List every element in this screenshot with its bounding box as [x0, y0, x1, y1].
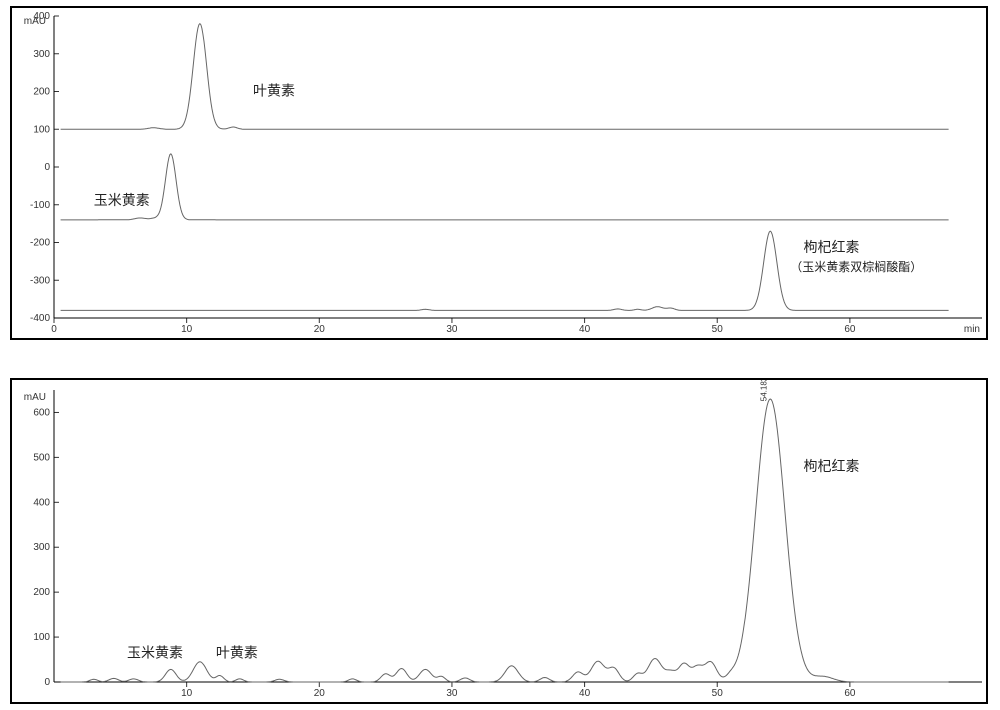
svg-text:600: 600 [33, 407, 50, 418]
svg-text:200: 200 [33, 87, 50, 98]
svg-text:-100: -100 [30, 200, 50, 211]
svg-text:mAU: mAU [24, 16, 46, 27]
svg-text:20: 20 [314, 324, 326, 335]
peak-label: 枸杞红素 [803, 458, 859, 474]
svg-text:300: 300 [33, 542, 50, 553]
svg-text:40: 40 [579, 324, 591, 335]
svg-text:-200: -200 [30, 238, 50, 249]
svg-text:400: 400 [33, 497, 50, 508]
svg-text:500: 500 [33, 452, 50, 463]
svg-text:30: 30 [446, 324, 458, 335]
svg-text:300: 300 [33, 49, 50, 60]
svg-text:mAU: mAU [24, 392, 46, 403]
svg-text:50: 50 [712, 324, 724, 335]
trace-mid [61, 154, 949, 220]
svg-text:40: 40 [579, 688, 591, 699]
peak-label: 枸杞红素 [803, 239, 859, 255]
svg-text:10: 10 [181, 688, 193, 699]
sample-trace [61, 399, 949, 682]
chromatogram-panel-standards: -400-300-200-1000100200300400mAU01020304… [10, 6, 988, 340]
svg-text:100: 100 [33, 632, 50, 643]
peak-label: 玉米黄素 [127, 644, 183, 660]
peak-label: 玉米黄素 [94, 192, 150, 208]
svg-text:60: 60 [844, 324, 856, 335]
svg-text:200: 200 [33, 587, 50, 598]
chromatogram-svg-top: -400-300-200-1000100200300400mAU01020304… [12, 8, 986, 338]
trace-top [61, 24, 949, 130]
peak-label: 叶黄素 [253, 82, 295, 98]
svg-text:0: 0 [44, 162, 50, 173]
svg-text:-400: -400 [30, 313, 50, 324]
svg-text:0: 0 [51, 324, 57, 335]
svg-text:30: 30 [446, 688, 458, 699]
svg-text:10: 10 [181, 324, 193, 335]
chromatogram-panel-sample: 0 100 200 300 400 500 600 mAU 10 20 30 40 50 60 54.182… [10, 378, 988, 704]
svg-text:50: 50 [712, 688, 724, 699]
chromatogram-svg-bottom: 0 100 200 300 400 500 600 mAU 10 20 30 40 50 60 54.182… [12, 380, 986, 702]
svg-text:-300: -300 [30, 275, 50, 286]
svg-text:20: 20 [314, 688, 326, 699]
page: -400-300-200-1000100200300400mAU01020304… [0, 0, 1000, 710]
peak-sublabel: （玉米黄素双棕榈酸酯） [790, 259, 922, 274]
svg-text:min: min [964, 324, 980, 335]
peak-label: 叶黄素 [216, 644, 258, 660]
retention-time-label: 54.182 [759, 380, 768, 401]
svg-text:60: 60 [844, 688, 856, 699]
svg-text:0: 0 [44, 677, 50, 688]
svg-text:100: 100 [33, 124, 50, 135]
